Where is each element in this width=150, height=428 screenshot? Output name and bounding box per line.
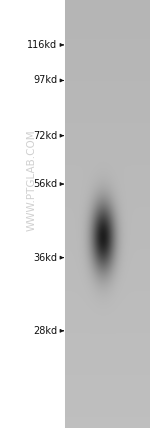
Text: WWW.PTGLAB.COM: WWW.PTGLAB.COM	[27, 129, 36, 231]
Text: 36kd: 36kd	[33, 253, 57, 263]
Text: 28kd: 28kd	[33, 326, 57, 336]
Text: 72kd: 72kd	[33, 131, 57, 141]
Text: 97kd: 97kd	[33, 75, 57, 86]
Text: 56kd: 56kd	[33, 179, 57, 189]
Text: 116kd: 116kd	[27, 40, 57, 50]
